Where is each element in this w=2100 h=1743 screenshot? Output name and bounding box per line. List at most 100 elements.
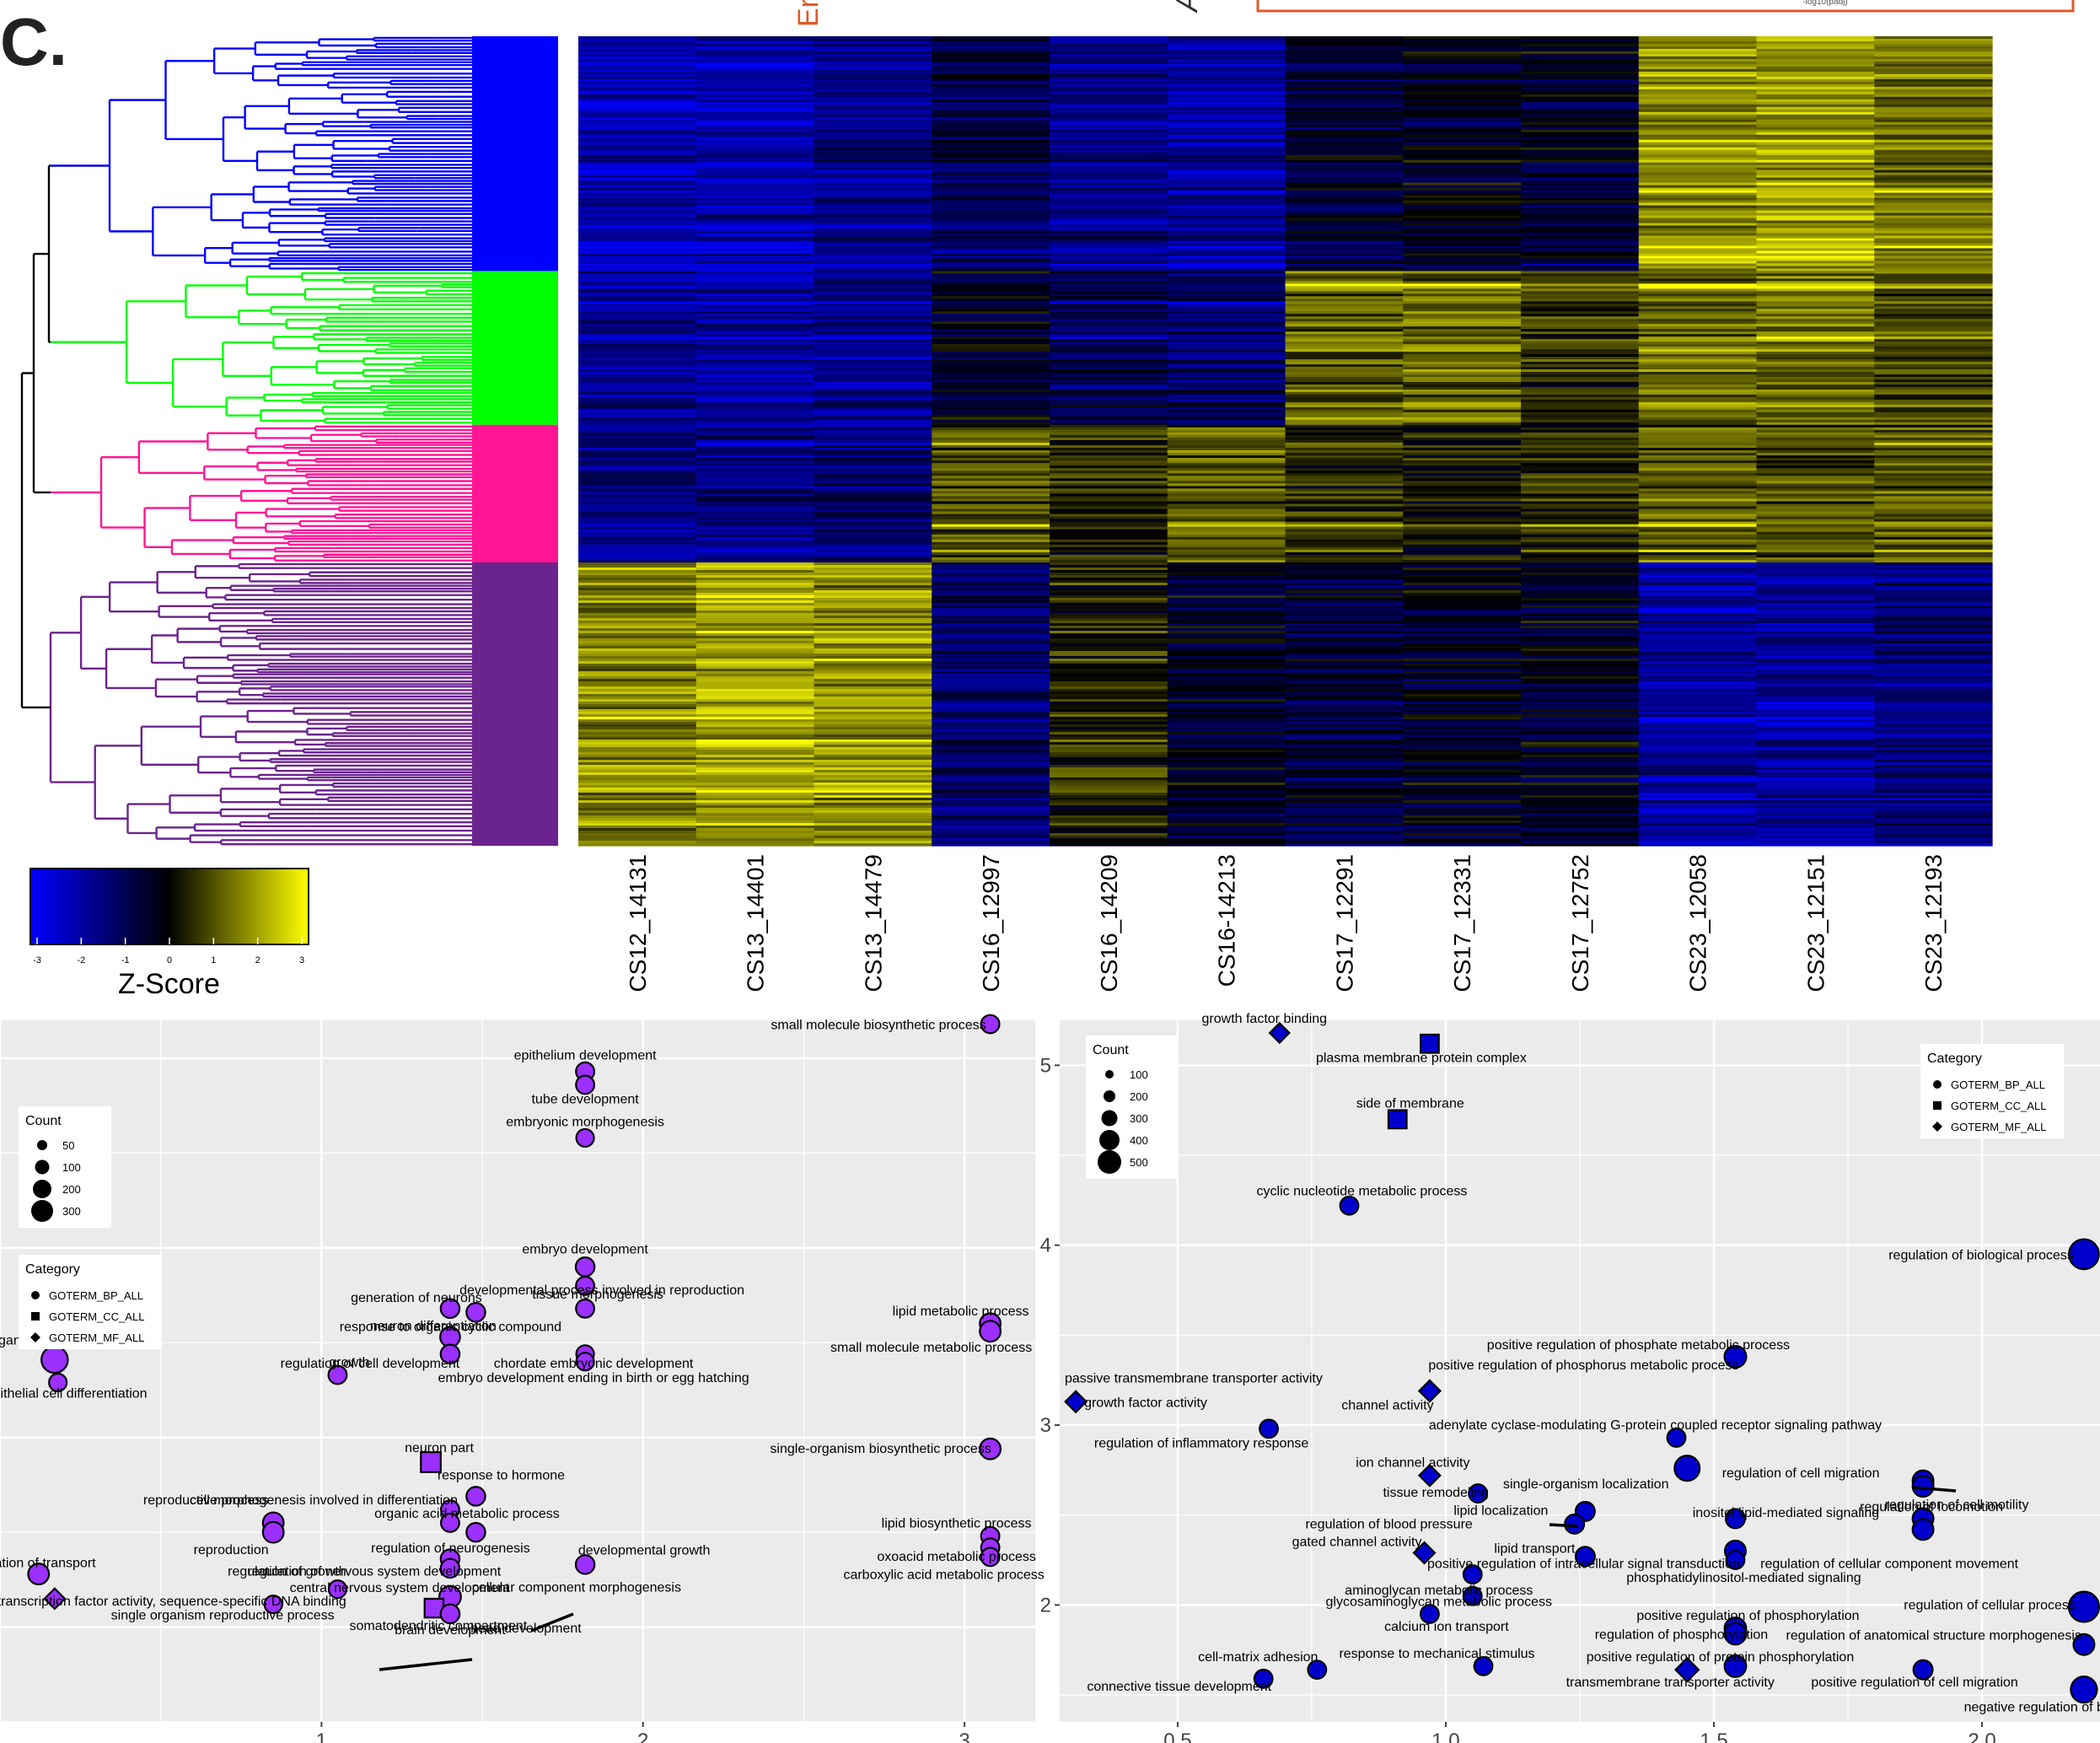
heatmap-cell xyxy=(1756,101,1875,105)
heatmap-cell xyxy=(1638,783,1758,786)
heatmap-cell xyxy=(1638,793,1758,796)
heatmap-cell xyxy=(1167,376,1286,380)
heatmap-cell xyxy=(932,129,1050,133)
heatmap-cell xyxy=(814,167,932,171)
heatmap-cell xyxy=(1521,541,1640,546)
heatmap-cell xyxy=(1756,243,1875,247)
heatmap-cell xyxy=(1167,58,1286,62)
heatmap-cell xyxy=(1050,818,1168,821)
heatmap-cell xyxy=(932,565,1050,568)
heatmap-cell xyxy=(1521,460,1640,464)
heatmap-cell xyxy=(1167,281,1286,284)
heatmap-cell xyxy=(1167,271,1286,274)
heatmap-cell xyxy=(1756,154,1875,159)
heatmap-cell xyxy=(1874,448,1993,451)
heatmap-cell xyxy=(1285,750,1404,753)
heatmap-cell xyxy=(696,210,815,214)
heatmap-cell xyxy=(1050,344,1168,347)
heatmap-cell xyxy=(1756,651,1875,654)
heatmap-cell xyxy=(1521,770,1640,773)
heatmap-cell xyxy=(932,429,1050,433)
heatmap-cell xyxy=(1521,722,1640,725)
heatmap-cell xyxy=(696,491,815,494)
heatmap-cell xyxy=(696,757,815,761)
heatmap-cell xyxy=(1638,729,1758,733)
heatmap-cell xyxy=(578,427,697,431)
heatmap-cell xyxy=(1167,225,1286,229)
heatmap-cell xyxy=(1638,636,1758,639)
heatmap-cell xyxy=(1874,511,1993,515)
heatmap-cell xyxy=(578,775,697,778)
heatmap-cell xyxy=(932,593,1050,596)
heatmap-cell xyxy=(1285,190,1404,194)
heatmap-cell xyxy=(1403,694,1522,697)
heatmap-cell xyxy=(814,357,932,360)
heatmap-cell xyxy=(696,498,815,503)
heatmap-cell xyxy=(1285,777,1404,781)
heatmap-cell xyxy=(1285,493,1404,498)
heatmap-cell xyxy=(1285,409,1404,413)
heatmap-cell xyxy=(814,588,932,591)
heatmap-cell xyxy=(1521,218,1640,222)
heatmap-cell xyxy=(1521,101,1640,105)
heatmap-cell xyxy=(814,417,932,421)
heatmap-cell xyxy=(1167,283,1286,287)
heatmap-cell xyxy=(1167,192,1286,196)
heatmap-cell xyxy=(932,384,1050,388)
heatmap-cell xyxy=(932,124,1050,128)
heatmap-cell xyxy=(1874,225,1993,229)
heatmap-cell xyxy=(1874,215,1993,219)
y-tick-label: 4 xyxy=(1040,1235,1051,1257)
heatmap-cell xyxy=(814,283,932,287)
heatmap-cell xyxy=(932,573,1050,576)
point-label: organic acid metabolic process xyxy=(374,1507,560,1521)
heatmap-cell xyxy=(696,493,815,498)
heatmap-cell xyxy=(814,321,932,325)
heatmap-cell xyxy=(1285,344,1404,347)
heatmap-cell xyxy=(696,536,815,541)
heatmap-cell xyxy=(1050,342,1168,345)
heatmap-cell xyxy=(814,740,932,743)
heatmap-cell xyxy=(1638,309,1758,312)
heatmap-cell xyxy=(1521,207,1640,212)
heatmap-cell xyxy=(1874,506,1993,510)
heatmap-cell xyxy=(1285,702,1404,705)
heatmap-cell xyxy=(578,481,697,484)
heatmap-cell xyxy=(932,256,1050,260)
heatmap-cell xyxy=(932,511,1050,515)
heatmap-cell xyxy=(1638,99,1758,103)
heatmap-cell xyxy=(932,697,1050,700)
heatmap-cell xyxy=(1285,424,1404,428)
heatmap-cell xyxy=(1638,709,1758,713)
heatmap-cell xyxy=(696,600,815,604)
heatmap-cell xyxy=(1521,91,1640,95)
heatmap-cell xyxy=(1638,76,1758,80)
heatmap-cell xyxy=(1285,228,1404,232)
heatmap-cell xyxy=(1167,526,1286,530)
heatmap-cell xyxy=(1403,777,1522,781)
heatmap-cell xyxy=(1521,137,1640,141)
heatmap-cell xyxy=(1521,780,1640,783)
heatmap-cell xyxy=(1403,544,1522,548)
heatmap-cell xyxy=(814,815,932,819)
heatmap-cell xyxy=(932,831,1050,834)
heatmap-cell xyxy=(932,76,1050,80)
heatmap-cell xyxy=(1167,468,1286,471)
heatmap-cell xyxy=(1756,238,1875,242)
heatmap-cell xyxy=(814,551,932,556)
heatmap-cell xyxy=(1638,750,1758,753)
heatmap-cell xyxy=(932,843,1050,847)
heatmap-cell xyxy=(814,83,932,88)
heatmap-cell xyxy=(1521,99,1640,103)
heatmap-cell xyxy=(1403,674,1522,677)
heatmap-cell xyxy=(1638,656,1758,659)
heatmap-cell xyxy=(1756,493,1875,498)
heatmap-cell xyxy=(1756,359,1875,363)
heatmap-cell xyxy=(1050,51,1168,55)
x-tick-label: 3 xyxy=(959,1730,969,1743)
heatmap-cell xyxy=(1874,524,1993,528)
heatmap-cell xyxy=(1521,283,1640,287)
heatmap-cell xyxy=(1874,329,1993,332)
heatmap-cell xyxy=(1756,299,1875,302)
heatmap-cell xyxy=(1167,126,1286,131)
